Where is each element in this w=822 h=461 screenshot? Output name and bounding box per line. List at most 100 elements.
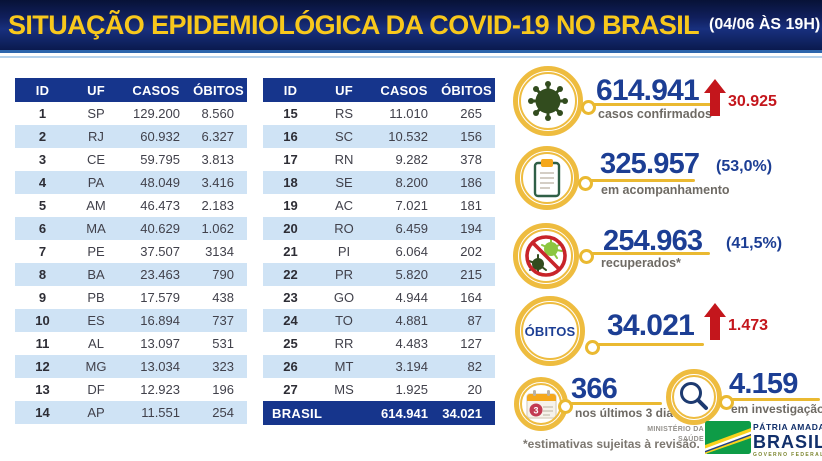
total-label: BRASIL [272,405,323,421]
table-cell: MT [334,359,354,374]
table-row: 25 RR 4.483 127 [263,332,495,355]
table-cell: AL [88,336,104,351]
brasil-total-row: BRASIL 614.941 34.021 [263,401,495,425]
table-cell: 19 [283,198,298,213]
table-cell: 11.010 [389,106,428,121]
table-row: 3 CE 59.795 3.813 [15,148,247,171]
table-cell: 12 [35,359,50,374]
table-cell: 2.183 [201,198,234,213]
table-cell: 3 [38,152,47,167]
table-cell: 25 [283,336,298,351]
column-header: ÓBITOS [441,82,492,98]
confirmed-cases-value: 614.941 [596,74,700,107]
table-cell: 17 [283,152,298,167]
table-cell: PR [334,267,354,282]
table-row: 2 RJ 60.932 6.327 [15,125,247,148]
table-cell: SC [334,129,354,144]
table-cell: SE [335,175,353,190]
table-cell: 14 [35,405,50,420]
table-cell: 438 [212,290,234,305]
table-cell: 1 [38,106,47,121]
obitos-circle-label: ÓBITOS [524,323,576,339]
column-header: CASOS [132,82,180,98]
table-cell: 7.021 [395,198,428,213]
table-cell: 3.194 [395,359,428,374]
table-cell: 11 [35,336,50,351]
table-cell: MA [86,221,106,236]
no-virus-icon [513,223,579,289]
table-row: 1 SP 129.200 8.560 [15,102,247,125]
page-title: SITUAÇÃO EPIDEMIOLÓGICA DA COVID-19 NO B… [8,9,700,40]
underline [589,179,695,182]
table-cell: 1.925 [395,382,428,397]
table-cell: 13.097 [140,336,180,351]
table-cell: 37.507 [140,244,180,259]
table-cell: 26 [283,359,298,374]
table-cell: 22 [283,267,298,282]
table-cell: 6.459 [395,221,428,236]
table-cell: CE [86,152,106,167]
table-row: 16 SC 10.532 156 [263,125,495,148]
underline [590,252,710,255]
table-row: 24 TO 4.881 87 [263,309,495,332]
table-row: 15 RS 11.010 265 [263,102,495,125]
table-cell: 87 [467,313,482,328]
table-cell: PE [87,244,105,259]
table-row: 10 ES 16.894 737 [15,309,247,332]
recovered-label: recuperados* [601,256,681,270]
table-cell: 59.795 [140,152,180,167]
up-arrow-icon [704,79,726,116]
table-cell: 127 [460,336,482,351]
table-cell: 27 [283,382,298,397]
table-cell: 4.944 [395,290,428,305]
table-cell: 3.416 [201,175,234,190]
table-cell: SP [87,106,105,121]
disclaimer-note: *estimativas sujeitas à revisão. [523,437,700,451]
obitos-circle: ÓBITOS [515,296,585,366]
table-cell: 12.923 [140,382,180,397]
underline [596,343,704,346]
table-cell: 20 [283,221,298,236]
table-cell: 265 [460,106,482,121]
table-cell: 6 [38,221,47,236]
table-row: 26 MT 3.194 82 [263,355,495,378]
table-cell: 7 [38,244,47,259]
table-cell: 378 [460,152,482,167]
underline [592,103,712,106]
table-header-row: ID UF CASOS ÓBITOS [263,78,495,102]
virus-icon [513,66,583,136]
column-header: ID [35,82,50,98]
recovered-percent: (41,5%) [726,235,783,252]
table-cell: 737 [212,313,234,328]
title-timestamp: (04/06 ÀS 19H) [709,16,821,33]
table-cell: 4.881 [395,313,428,328]
table-cell: 531 [212,336,234,351]
table-row: 11 AL 13.097 531 [15,332,247,355]
table-cell: GO [333,290,355,305]
table-row: 13 DF 12.923 196 [15,378,247,401]
table-row: 18 SE 8.200 186 [263,171,495,194]
followup-value: 325.957 [600,148,700,180]
table-cell: 164 [460,290,482,305]
table-row: 8 BA 23.463 790 [15,263,247,286]
table-cell: DF [87,382,105,397]
table-cell: 24 [283,313,298,328]
table-cell: 23.463 [140,267,180,282]
right-table-body: 15 RS 11.010 265 16 SC 10.532 156 17 RN 9.282 378 18… [263,102,495,401]
table-cell: 790 [212,267,234,282]
table-cell: 16.894 [140,313,180,328]
table-cell: RJ [88,129,104,144]
table-cell: PA [87,175,105,190]
column-header: CASOS [380,82,428,98]
table-cell: BA [87,267,105,282]
table-cell: 11.551 [141,405,180,420]
table-cell: 194 [460,221,482,236]
table-row: 14 AP 11.551 254 [15,401,247,424]
table-cell: 8.560 [201,106,234,121]
magnifier-icon [666,369,722,425]
table-row: 22 PR 5.820 215 [263,263,495,286]
calendar-glyph: 3 [525,389,557,419]
clipboard-icon [515,146,579,210]
magnifier-glyph [680,382,708,410]
